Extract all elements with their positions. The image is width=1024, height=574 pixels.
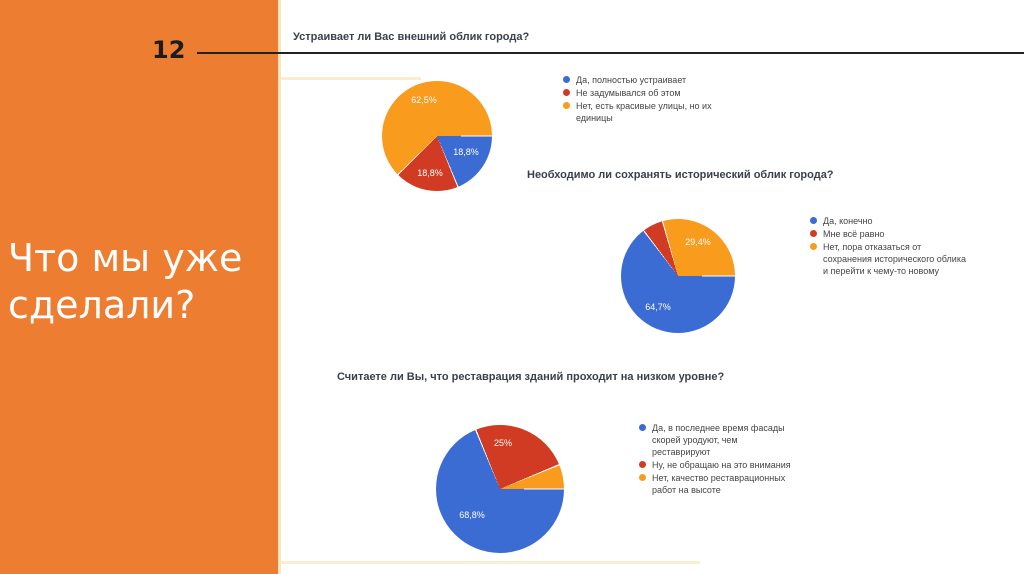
legend-label: Нет, есть красивые улицы, но их единицы (576, 101, 712, 123)
chart-1-title: Устраивает ли Вас внешний облик города? (293, 31, 530, 43)
divider-line (197, 52, 1024, 54)
sidebar-accent-stripe (278, 0, 281, 574)
accent-line-bottom (281, 561, 700, 564)
legend-color-dot (639, 461, 646, 468)
sidebar (0, 0, 278, 574)
page-number: 12 (152, 36, 186, 64)
chart-1-legend: Да, полностью устраивает Не задумывался о… (563, 74, 733, 124)
pie-slice-label: 68,8% (459, 510, 485, 520)
pie-slice-label: 62,5% (411, 95, 437, 105)
legend-color-dot (639, 424, 646, 431)
legend-color-dot (810, 230, 817, 237)
legend-item: Нет, есть красивые улицы, но их единицы (563, 100, 733, 124)
legend-label: Да, полностью устраивает (576, 75, 687, 85)
legend-color-dot (810, 217, 817, 224)
legend-item: Не задумывался об этом (563, 87, 733, 99)
legend-item: Да, полностью устраивает (563, 74, 733, 86)
pie-chart-1: 18,8% 18,8% 62,5% (382, 81, 492, 191)
chart-3-title: Считаете ли Вы, что реставрация зданий п… (337, 371, 725, 383)
legend-item: Мне всё равно (810, 228, 985, 240)
legend-color-dot (563, 89, 570, 96)
legend-color-dot (563, 102, 570, 109)
pie-chart-3: 68,8% 25% (436, 425, 564, 553)
legend-label: Да, в последнее время фасады скорей урод… (652, 423, 785, 457)
legend-label: Ну, не обращаю на это внимания (652, 460, 791, 470)
pie-slice-label: 25% (493, 438, 513, 448)
pie-slice-label: 64,7% (645, 302, 671, 312)
legend-label: Нет, пора отказаться от сохранения истор… (823, 242, 966, 276)
legend-color-dot (810, 243, 817, 250)
legend-label: Да, конечно (823, 216, 873, 226)
legend-label: Не задумывался об этом (576, 88, 681, 98)
legend-item: Ну, не обращаю на это внимания (639, 459, 819, 471)
chart-2-legend: Да, конечно Мне всё равно Нет, пора отказа… (810, 215, 985, 277)
pie-slice-label: 29,4% (685, 237, 711, 247)
legend-label: Нет, качество реставрационных работ на в… (652, 473, 786, 495)
legend-color-dot (563, 76, 570, 83)
pie-slice-label: 18,8% (453, 147, 479, 157)
pie-slice-label: 18,8% (417, 168, 443, 178)
slide-title: Что мы уже сделали? (8, 236, 243, 327)
legend-color-dot (639, 474, 646, 481)
chart-2-title: Необходимо ли сохранять исторический обл… (527, 169, 834, 181)
legend-item: Да, конечно (810, 215, 985, 227)
pie-chart-2: 64,7% 29,4% (621, 219, 735, 333)
legend-item: Нет, пора отказаться от сохранения истор… (810, 241, 985, 277)
legend-item: Да, в последнее время фасады скорей урод… (639, 422, 819, 458)
legend-item: Нет, качество реставрационных работ на в… (639, 472, 819, 496)
accent-line-top (281, 77, 421, 80)
legend-label: Мне всё равно (823, 229, 885, 239)
chart-3-legend: Да, в последнее время фасады скорей урод… (639, 422, 819, 496)
